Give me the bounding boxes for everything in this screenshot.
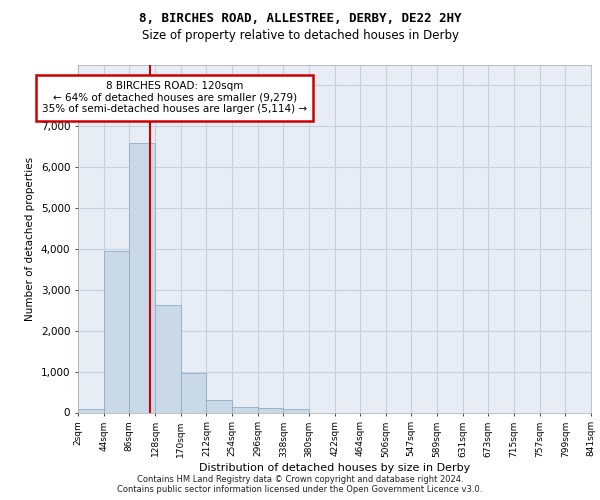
Bar [283, 408, 309, 412]
Bar [232, 407, 258, 412]
Text: 8 BIRCHES ROAD: 120sqm
← 64% of detached houses are smaller (9,279)
35% of semi-: 8 BIRCHES ROAD: 120sqm ← 64% of detached… [42, 81, 307, 114]
Bar [104, 251, 130, 412]
Text: 8, BIRCHES ROAD, ALLESTREE, DERBY, DE22 2HY: 8, BIRCHES ROAD, ALLESTREE, DERBY, DE22 … [139, 12, 461, 25]
Bar [258, 408, 283, 412]
Text: Size of property relative to detached houses in Derby: Size of property relative to detached ho… [142, 29, 458, 42]
X-axis label: Distribution of detached houses by size in Derby: Distribution of detached houses by size … [199, 464, 470, 473]
Y-axis label: Number of detached properties: Number of detached properties [25, 156, 35, 321]
Text: Contains HM Land Registry data © Crown copyright and database right 2024.
Contai: Contains HM Land Registry data © Crown c… [118, 474, 482, 494]
Bar [155, 306, 181, 412]
Bar [78, 410, 104, 412]
Bar [206, 400, 232, 412]
Bar [130, 142, 155, 412]
Bar [181, 374, 206, 412]
